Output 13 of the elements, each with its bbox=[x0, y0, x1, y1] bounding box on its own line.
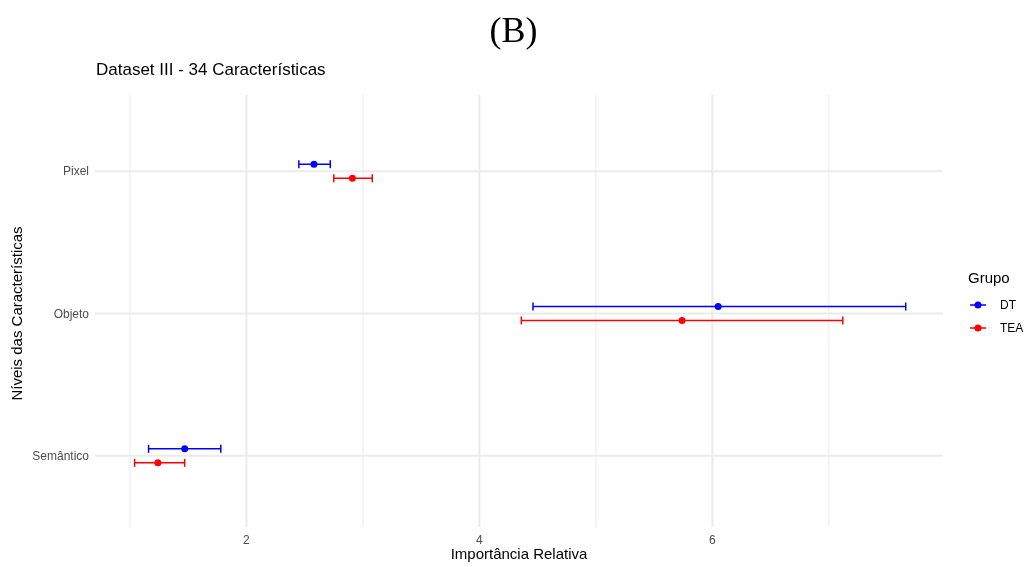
x-tick-label: 4 bbox=[476, 533, 484, 547]
x-tick-label: 2 bbox=[243, 533, 251, 547]
legend-label: TEA bbox=[1000, 321, 1024, 335]
y-tick-label: Semântico bbox=[32, 448, 90, 463]
legend-title: Grupo bbox=[968, 269, 1010, 286]
y-tick-label: Pixel bbox=[62, 164, 89, 179]
y-tick-label: Objeto bbox=[53, 306, 90, 321]
y-axis-title: Níveis das Características bbox=[8, 226, 25, 401]
chart-title: (B) bbox=[489, 10, 538, 50]
x-axis-title: Importância Relativa bbox=[450, 545, 589, 562]
chart-subtitle: Dataset III - 34 Características bbox=[96, 60, 326, 79]
legend-label: DT bbox=[1000, 298, 1017, 312]
x-tick-label: 6 bbox=[709, 533, 717, 547]
